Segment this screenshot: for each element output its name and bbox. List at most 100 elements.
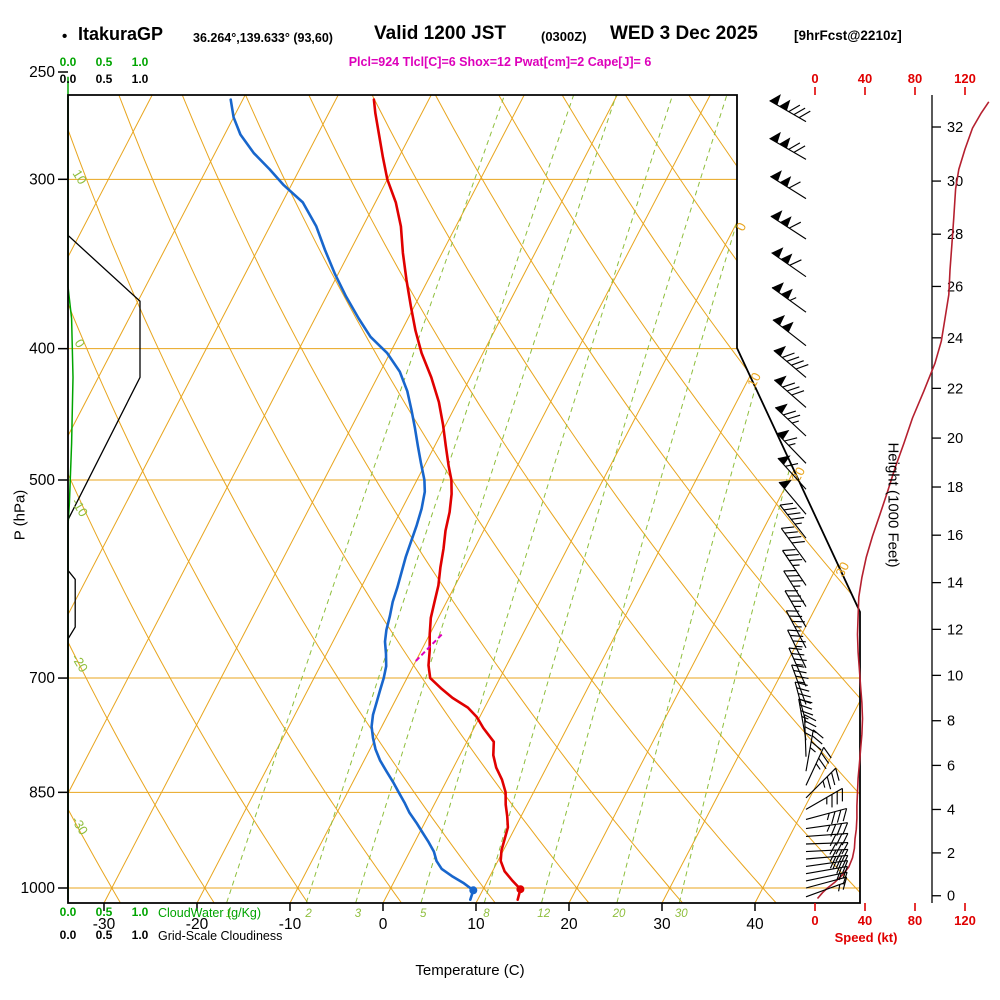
speed-tick-label-top: 0 [811,71,818,86]
barb-pennant [769,131,781,143]
barb-pennant [772,282,784,293]
barb-pennant [780,253,793,265]
mixing-ratio-line [483,95,728,903]
barb-full [811,735,823,745]
cloudiness-legend-label: Grid-Scale Cloudiness [158,929,283,943]
dry-adiabat-line [435,95,860,903]
barb-half [809,747,816,753]
barb-full [823,746,832,759]
barb-full [790,634,804,637]
temperature-tick-label: 30 [653,916,671,933]
isotherm-line [68,95,246,903]
barb-staff [780,527,807,563]
cloudwater-scale-bottom: 0.0 [60,905,77,919]
barb-full [836,867,843,880]
barb-pennant [777,455,791,465]
valid-time-utc: (0300Z) [541,29,587,44]
wind-barb [788,647,807,687]
dry-adiabat-line [751,95,860,903]
barb-full [782,352,795,358]
barb-pennant [780,216,792,227]
barb-full [793,669,807,674]
barb-full [785,463,799,467]
mixing-ratio-line [420,95,674,903]
barb-full [786,386,800,392]
wind-barb [805,854,849,869]
wind-barb [805,729,824,772]
dry-adiabat-line [118,95,589,903]
surface-dewpoint-dot [469,886,478,895]
wind-barb [805,832,849,847]
barb-full [835,855,843,868]
height-tick-label: 8 [947,714,955,730]
height-tick-label: 10 [947,668,963,684]
isotherm-line [68,95,339,903]
wind-barb [777,455,807,490]
height-tick-label: 20 [947,431,963,447]
surface-temperature-dot [516,885,525,894]
pressure-tick-label: 850 [29,784,55,801]
dewpoint-curve [229,98,475,902]
cloudiness-scale-top: 0.0 [60,72,77,86]
dry-adiabat-edge-label: 10 [70,167,90,187]
barb-full [785,554,799,557]
barb-full [784,531,798,534]
isotherm-line [568,95,860,903]
dry-adiabat-edge-label: -20 [68,651,91,675]
barb-full [820,752,830,764]
wind-barb [782,549,807,586]
wind-barb [805,881,846,898]
barb-full [788,181,801,189]
barb-full [829,834,837,847]
dry-adiabat-line [181,95,683,903]
wind-barb [772,315,807,347]
cloudwater-scale-bottom: 0.5 [96,905,113,919]
barb-staff [785,610,807,649]
wind-barb [805,842,849,855]
barb-half [838,884,841,892]
barb-full [788,221,802,229]
dry-adiabat-line [625,95,860,903]
barb-full [791,516,805,520]
forecast-info: [9hrFcst@2210z] [794,28,902,43]
barb-full [787,414,801,420]
mixing-ratio-line [541,95,777,903]
barb-full [793,107,806,116]
temperature-curve [372,98,522,902]
cloudiness-scale-bottom: 0.5 [96,928,113,942]
barb-half [792,564,800,567]
barb-full [792,640,806,643]
pressure-tick-label: 400 [29,341,55,358]
barb-full [835,849,843,862]
wind-barb [785,610,807,649]
barb-full [791,540,805,544]
barb-pennant [772,315,785,326]
barb-half [804,732,812,737]
temperature-tick-label: 20 [560,916,578,933]
dry-adiabat-line [68,95,121,903]
barb-staff [771,287,807,313]
barb-staff [805,854,848,860]
speed-tick-label-top: 80 [908,71,922,86]
wind-barb [773,375,807,408]
wind-barb [776,429,807,464]
wind-barb [805,871,848,885]
wind-speed-curve [816,101,990,900]
barb-full [780,502,794,506]
wind-barb [803,714,817,757]
barb-pennant [774,375,787,386]
pressure-tick-label: 1000 [21,880,56,897]
wind-barb [805,767,840,799]
station-bullet: • [62,28,68,45]
barb-full [784,437,798,442]
barb-full [791,390,805,396]
speed-tick-label-bottom: 120 [954,913,976,928]
barb-staff [778,481,807,515]
isotherm-edge-label: 20 [788,464,808,484]
barb-full [804,726,817,734]
wind-barb [805,807,848,825]
temperature-tick-label: -20 [186,916,209,933]
dry-adiabat-line [308,95,860,903]
barb-full [791,664,805,668]
